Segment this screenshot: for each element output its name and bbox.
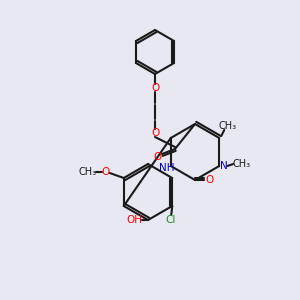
Text: NH: NH (159, 163, 175, 173)
Text: O: O (151, 83, 159, 93)
Text: CH₃: CH₃ (79, 167, 97, 177)
Text: OH: OH (126, 215, 142, 225)
Text: CH₃: CH₃ (218, 121, 236, 131)
Text: O: O (205, 175, 213, 185)
Text: CH₃: CH₃ (232, 159, 250, 169)
Text: O: O (102, 167, 110, 177)
Text: O: O (153, 152, 161, 162)
Text: N: N (220, 161, 228, 171)
Text: O: O (151, 128, 159, 138)
Text: Cl: Cl (165, 215, 175, 225)
